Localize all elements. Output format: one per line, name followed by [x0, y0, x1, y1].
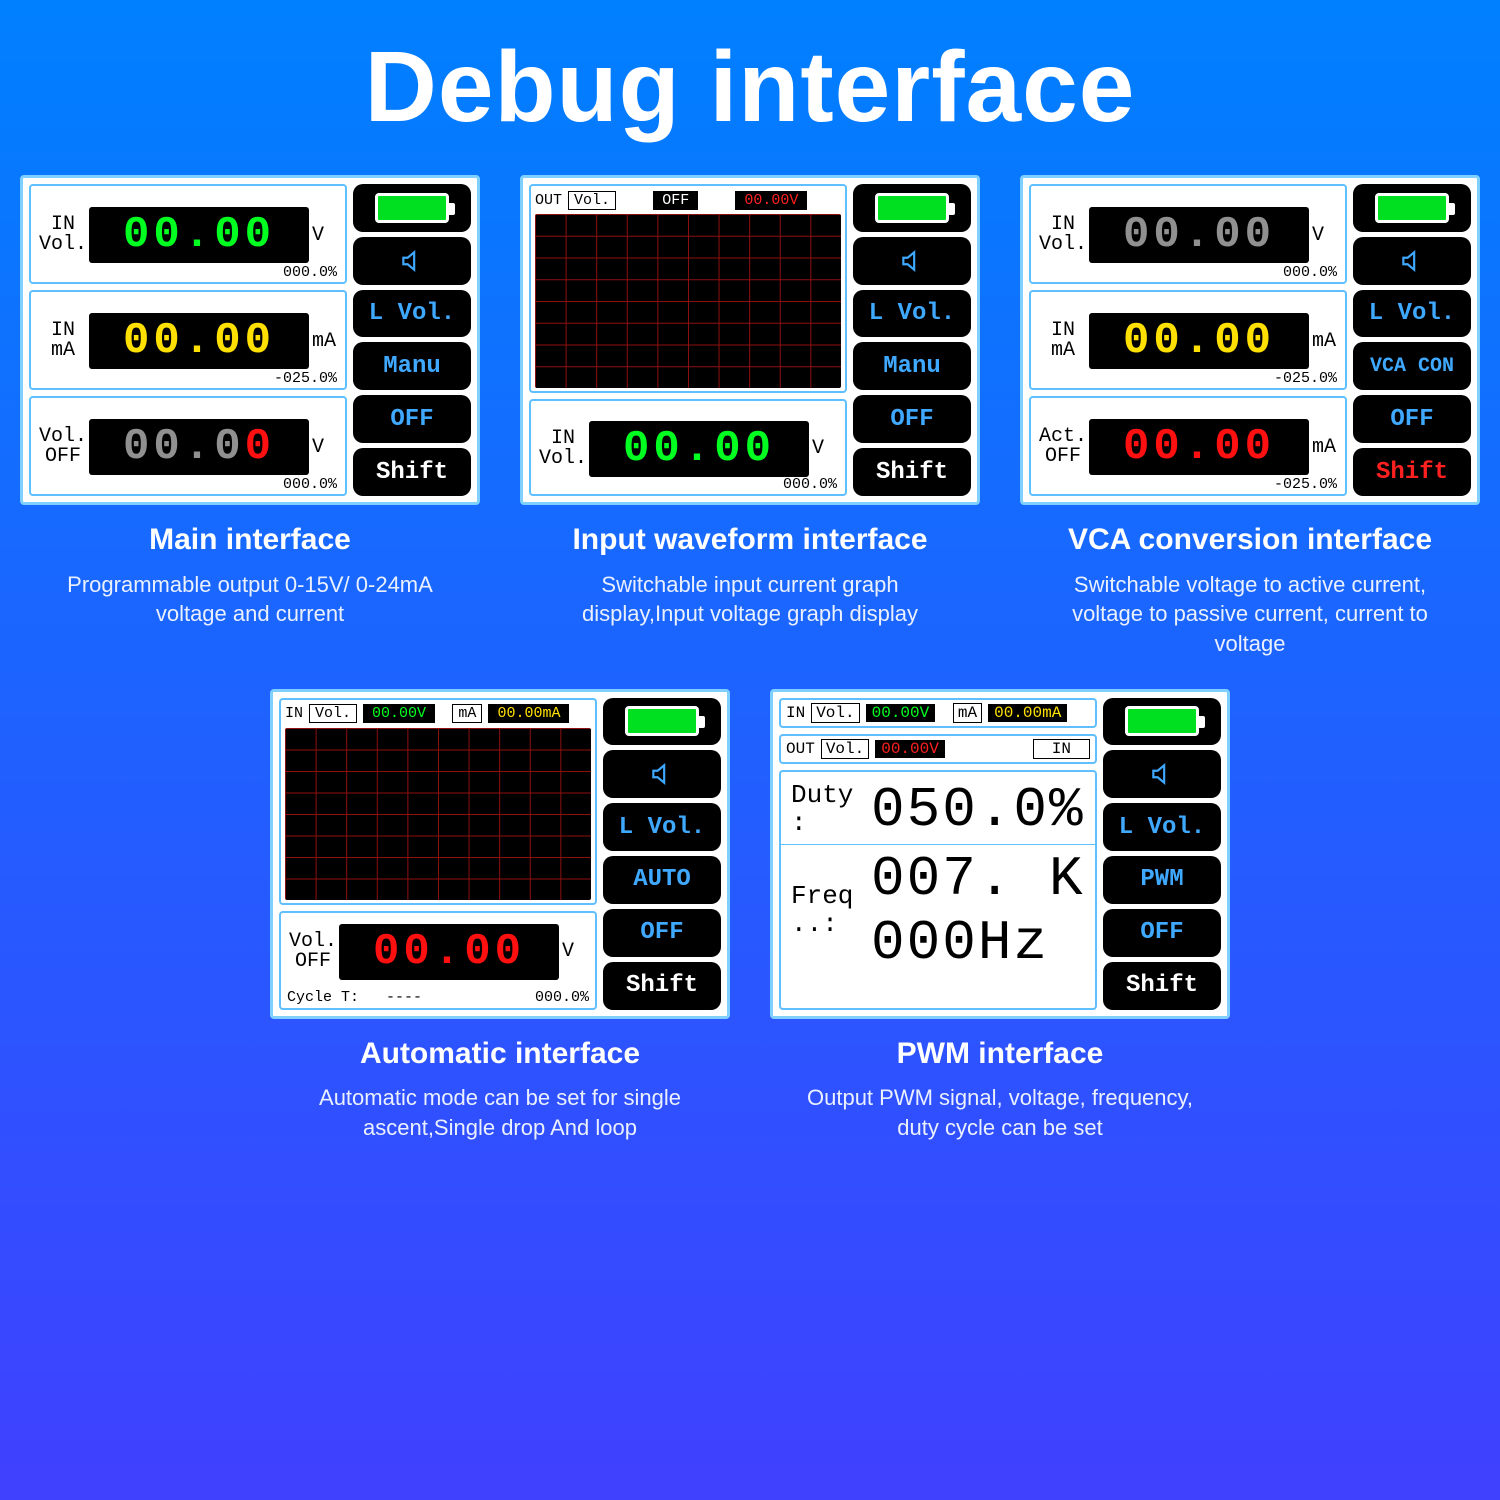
btn-off[interactable]: OFF — [853, 395, 971, 443]
btn-off[interactable]: OFF — [353, 395, 471, 443]
main-readout-2: Vol.OFF 00.00 V 000.0% — [29, 396, 347, 496]
battery-icon — [603, 698, 721, 746]
speaker-icon[interactable] — [1103, 750, 1221, 798]
auto-graph — [285, 728, 591, 901]
speaker-icon[interactable] — [1353, 237, 1471, 285]
device-waveform: OUT Vol. OFF 00.00V INVol. 00.00 V 000.0… — [520, 175, 980, 505]
btn-manu[interactable]: Manu — [353, 342, 471, 390]
btn-shift[interactable]: Shift — [603, 962, 721, 1010]
btn-off[interactable]: OFF — [603, 909, 721, 957]
btn-lvol[interactable]: L Vol. — [353, 290, 471, 338]
desc-waveform: Switchable input current graph display,I… — [550, 570, 950, 629]
auto-cycle-line: Cycle T: ---- 000.0% — [281, 989, 595, 1008]
auto-graph-wrap: IN Vol. 00.00V mA 00.00mA — [279, 698, 597, 906]
battery-icon — [353, 184, 471, 232]
btn-vcacon[interactable]: VCA CON — [1353, 342, 1471, 390]
speaker-icon[interactable] — [853, 237, 971, 285]
battery-icon — [853, 184, 971, 232]
btn-shift[interactable]: Shift — [1103, 962, 1221, 1010]
pwm-bar-1: IN Vol. 00.00V mA 00.00mA — [779, 698, 1097, 728]
btn-lvol[interactable]: L Vol. — [853, 290, 971, 338]
btn-lvol[interactable]: L Vol. — [603, 803, 721, 851]
btn-shift[interactable]: Shift — [353, 448, 471, 496]
main-readout-1: INmA 00.00 mA -025.0% — [29, 290, 347, 390]
btn-lvol[interactable]: L Vol. — [1353, 290, 1471, 338]
main-lcd-2: 00.00 — [89, 419, 309, 475]
card-vca: INVol. 00.00 V 000.0% INmA 00.00 mA -025… — [1020, 175, 1480, 659]
pwm-bar-2: OUT Vol. 00.00V IN — [779, 734, 1097, 764]
speaker-icon[interactable] — [603, 750, 721, 798]
vca-readout-1: INmA 00.00 mA -025.0% — [1029, 290, 1347, 390]
vca-readout-2: Act.OFF 00.00 mA -025.0% — [1029, 396, 1347, 496]
device-pwm: IN Vol. 00.00V mA 00.00mA OUT Vol. 00.00… — [770, 689, 1230, 1019]
card-auto: IN Vol. 00.00V mA 00.00mA Vol.OFF 00.00 … — [270, 689, 730, 1143]
desc-auto: Automatic mode can be set for single asc… — [300, 1083, 700, 1142]
page-title: Debug interface — [40, 20, 1460, 175]
waveform-readout: INVol. 00.00 V 000.0% — [529, 399, 847, 496]
vca-readout-0: INVol. 00.00 V 000.0% — [1029, 184, 1347, 284]
caption-pwm: PWM interface — [897, 1037, 1104, 1072]
device-vca: INVol. 00.00 V 000.0% INmA 00.00 mA -025… — [1020, 175, 1480, 505]
btn-pwm[interactable]: PWM — [1103, 856, 1221, 904]
pwm-values: Duty : 050.0% Freq ..: 007. K 000Hz — [779, 770, 1097, 1010]
btn-shift[interactable]: Shift — [1353, 448, 1471, 496]
row-1: INVol. 00.00 V 000.0% INmA 00.00 mA -025… — [40, 175, 1460, 659]
main-lcd-0: 00.00 — [89, 207, 309, 263]
card-main: INVol. 00.00 V 000.0% INmA 00.00 mA -025… — [20, 175, 480, 659]
caption-main: Main interface — [149, 523, 351, 558]
waveform-graph — [535, 214, 841, 388]
btn-lvol[interactable]: L Vol. — [1103, 803, 1221, 851]
desc-main: Programmable output 0-15V/ 0-24mA voltag… — [50, 570, 450, 629]
battery-icon — [1103, 698, 1221, 746]
auto-header: IN Vol. 00.00V mA 00.00mA — [285, 703, 591, 725]
btn-shift[interactable]: Shift — [853, 448, 971, 496]
speaker-icon[interactable] — [353, 237, 471, 285]
desc-pwm: Output PWM signal, voltage, frequency, d… — [800, 1083, 1200, 1142]
btn-auto[interactable]: AUTO — [603, 856, 721, 904]
card-waveform: OUT Vol. OFF 00.00V INVol. 00.00 V 000.0… — [520, 175, 980, 659]
caption-auto: Automatic interface — [360, 1037, 640, 1072]
caption-vca: VCA conversion interface — [1068, 523, 1432, 558]
row-2: IN Vol. 00.00V mA 00.00mA Vol.OFF 00.00 … — [40, 689, 1460, 1143]
waveform-graph-wrap: OUT Vol. OFF 00.00V — [529, 184, 847, 393]
btn-off[interactable]: OFF — [1353, 395, 1471, 443]
device-auto: IN Vol. 00.00V mA 00.00mA Vol.OFF 00.00 … — [270, 689, 730, 1019]
waveform-header: OUT Vol. OFF 00.00V — [535, 189, 841, 211]
btn-manu[interactable]: Manu — [853, 342, 971, 390]
caption-waveform: Input waveform interface — [572, 523, 927, 558]
desc-vca: Switchable voltage to active current, vo… — [1050, 570, 1450, 659]
device-main: INVol. 00.00 V 000.0% INmA 00.00 mA -025… — [20, 175, 480, 505]
auto-readout: Vol.OFF 00.00 V — [281, 913, 595, 988]
main-readout-0: INVol. 00.00 V 000.0% — [29, 184, 347, 284]
card-pwm: IN Vol. 00.00V mA 00.00mA OUT Vol. 00.00… — [770, 689, 1230, 1143]
battery-icon — [1353, 184, 1471, 232]
main-lcd-1: 00.00 — [89, 313, 309, 369]
btn-off[interactable]: OFF — [1103, 909, 1221, 957]
